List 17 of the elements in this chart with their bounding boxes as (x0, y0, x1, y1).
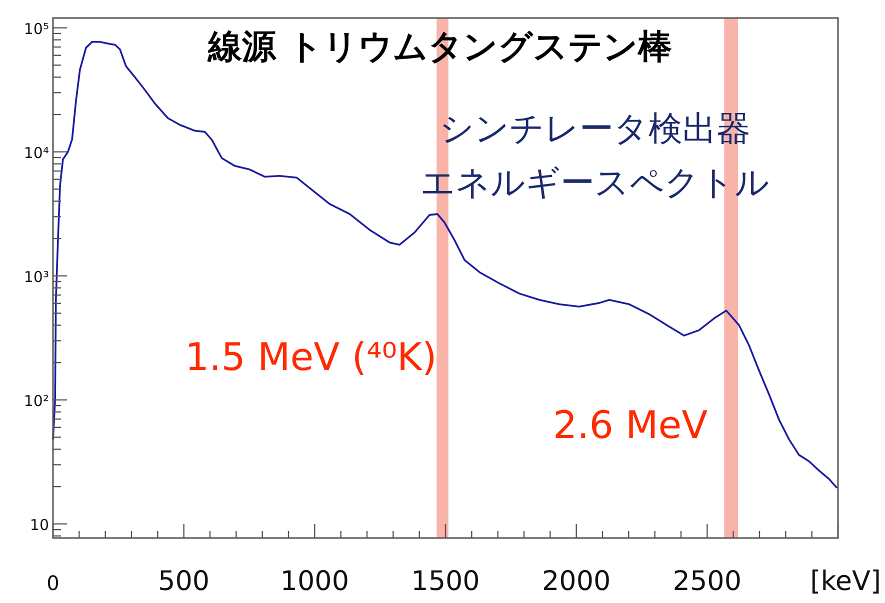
x-tick-label: 1500 (411, 566, 480, 597)
x-tick-label: 500 (158, 566, 210, 597)
y-tick-label: 10⁴ (24, 144, 49, 162)
x-tick-label: 2000 (542, 566, 611, 597)
text: シンチレータ検出器 (440, 109, 750, 149)
y-tick-label: 10² (24, 392, 49, 410)
annotation: エネルギースペクトル (420, 163, 770, 203)
y-tick-label: 10 (30, 516, 49, 534)
x-tick-label: 2500 (672, 566, 742, 597)
y-tick-label: 10⁵ (24, 20, 49, 38)
annotation: 1.5 MeV (⁴⁰K) (185, 335, 437, 379)
chart-title: 線源 トリウムタングステン棒 (207, 27, 672, 67)
y-tick-label: 10³ (24, 268, 49, 286)
x-axis-title: [keV] (810, 566, 881, 597)
x-tick-label: 0 (46, 571, 60, 595)
annotation: 2.6 MeV (553, 403, 708, 447)
x-tick-label: 1000 (280, 566, 350, 597)
